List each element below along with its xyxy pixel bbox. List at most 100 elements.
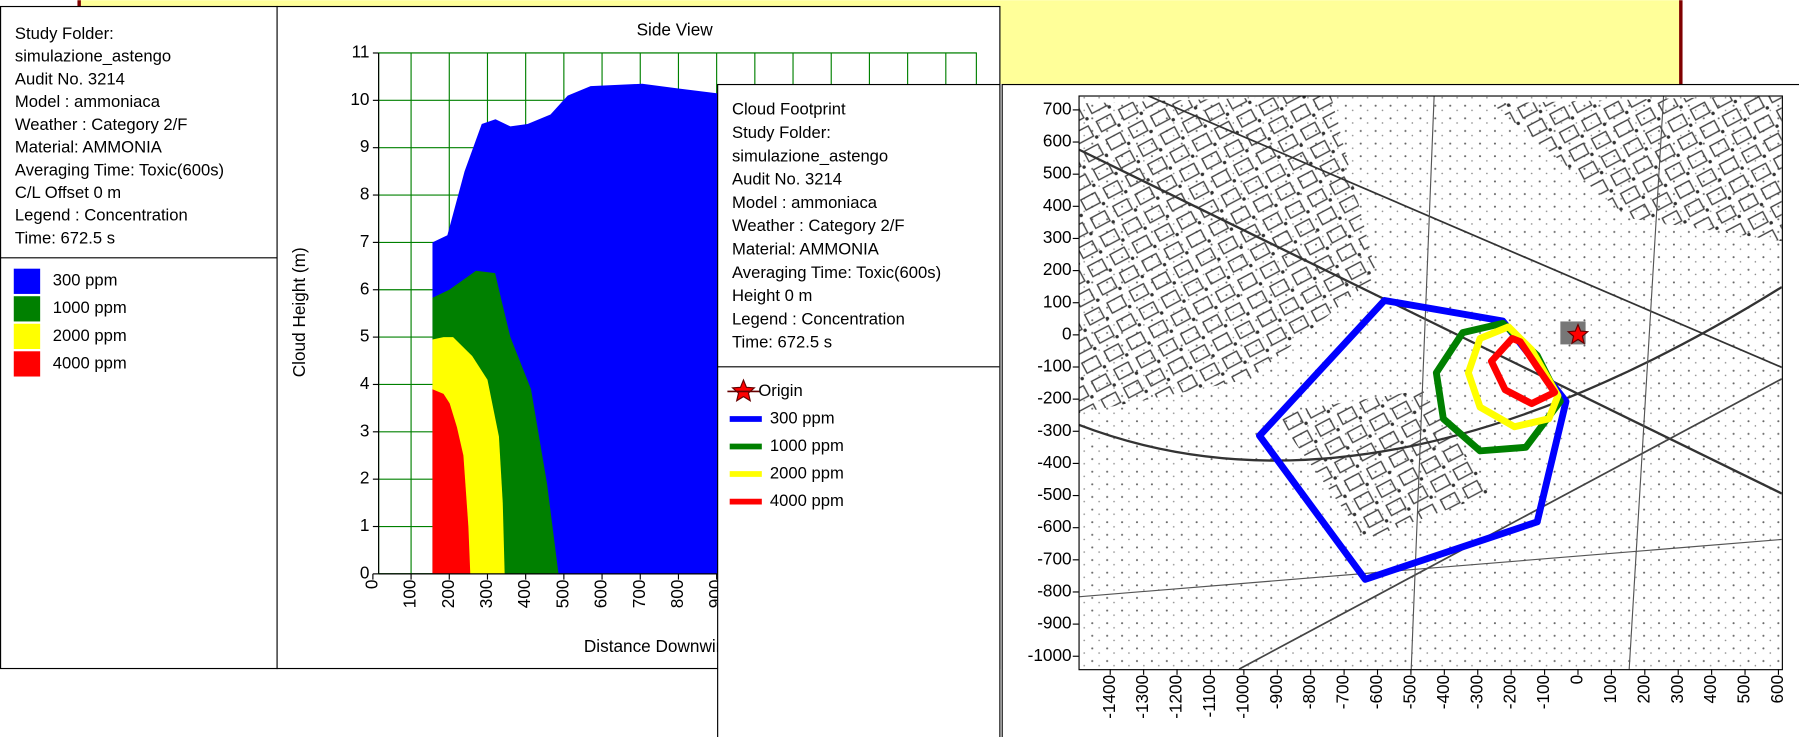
x-tick-label: 400 <box>514 580 534 609</box>
info-line: Legend : Concentration <box>15 206 188 225</box>
info-line: Study Folder: <box>732 123 831 142</box>
y-tick-label: -800 <box>1037 581 1071 601</box>
info-line: Study Folder: <box>15 24 114 43</box>
legend-label: 300 ppm <box>770 408 835 427</box>
x-tick-label: -1200 <box>1166 675 1186 719</box>
y-tick-label: 9 <box>360 136 370 156</box>
side-info-panel: Study Folder: simulazione_astengo Audit No… <box>0 7 277 669</box>
y-tick-label: 2 <box>360 468 370 488</box>
y-tick-label: -700 <box>1037 548 1071 568</box>
x-tick-label: -700 <box>1333 675 1353 709</box>
y-tick-label: 300 <box>1043 227 1072 247</box>
legend-swatch <box>14 269 40 294</box>
x-tick-label: -500 <box>1399 675 1419 709</box>
y-tick-label: 400 <box>1043 195 1072 215</box>
y-tick-label: 3 <box>360 420 370 440</box>
info-line: Audit No. 3214 <box>15 69 125 88</box>
legend-swatch <box>14 351 40 376</box>
y-tick-label: 200 <box>1043 259 1072 279</box>
footprint-map: 700 600 500 400 300 200 100 0 -100 -200 -300 -400 -5… <box>1002 85 1799 737</box>
info-line: Height 0 m <box>732 286 812 305</box>
x-tick-label: 200 <box>438 580 458 609</box>
legend-swatch <box>14 324 40 349</box>
x-tick-label: 600 <box>591 580 611 609</box>
x-tick-label: -300 <box>1466 675 1486 709</box>
y-tick-label: 700 <box>1043 98 1072 118</box>
info-line: Cloud Footprint <box>732 100 846 119</box>
x-tick-label: -600 <box>1366 675 1386 709</box>
y-tick-label: 10 <box>350 89 369 109</box>
info-line: Material: AMMONIA <box>732 239 880 258</box>
legend-label: 300 ppm <box>53 271 118 290</box>
info-line: Weather : Category 2/F <box>15 115 187 134</box>
x-tick-label: -100 <box>1533 675 1553 709</box>
x-tick-label: 0 <box>361 580 381 590</box>
legend-label: 4000 ppm <box>53 353 127 372</box>
x-tick-label: 0 <box>1567 675 1587 685</box>
x-tick-label: 200 <box>1633 675 1653 704</box>
x-tick-label: 100 <box>400 580 420 609</box>
info-line: C/L Offset 0 m <box>15 183 121 202</box>
chart-title: Side View <box>637 20 714 40</box>
x-tick-label: 500 <box>1734 675 1754 704</box>
y-tick-label: -300 <box>1037 420 1071 440</box>
x-tick-label: -900 <box>1266 675 1286 709</box>
x-tick-label: 600 <box>1767 675 1787 704</box>
info-line: Time: 672.5 s <box>15 228 115 247</box>
legend-label: 2000 ppm <box>53 326 127 345</box>
x-tick-label: 700 <box>629 580 649 609</box>
y-tick-label: -500 <box>1037 484 1071 504</box>
legend-label: 2000 ppm <box>770 463 844 482</box>
y-tick-label: -900 <box>1037 613 1071 633</box>
x-tick-label: 400 <box>1700 675 1720 704</box>
y-tick-label: 1 <box>360 515 370 535</box>
y-tick-label: 0 <box>1062 323 1072 343</box>
x-tick-label: -1400 <box>1099 675 1119 719</box>
y-tick-label: -200 <box>1037 388 1071 408</box>
info-line: Model : ammoniaca <box>732 193 878 212</box>
y-tick-label: -100 <box>1037 356 1071 376</box>
y-tick-label: -1000 <box>1028 645 1072 665</box>
x-tick-label: 100 <box>1600 675 1620 704</box>
y-tick-label: 500 <box>1043 163 1072 183</box>
y-tick-label: 11 <box>352 42 370 62</box>
x-tick-label: -1100 <box>1199 675 1219 718</box>
y-tick-label: 6 <box>360 278 370 298</box>
legend-label: Origin <box>758 381 802 400</box>
y-tick-label: 5 <box>360 326 370 346</box>
x-tick-label: 800 <box>667 580 687 609</box>
x-tick-label: -1300 <box>1132 675 1152 719</box>
x-tick-label: -800 <box>1299 675 1319 709</box>
info-line: Averaging Time: Toxic(600s) <box>15 160 224 179</box>
info-line: Model : ammoniaca <box>15 92 161 111</box>
map-background <box>1078 95 1781 669</box>
y-tick-label: 4 <box>360 373 370 393</box>
y-tick-label: -400 <box>1037 452 1071 472</box>
info-line: Averaging Time: Toxic(600s) <box>732 263 941 282</box>
x-tick-label: 300 <box>1667 675 1687 704</box>
footprint-info-panel: Cloud Footprint Study Folder: simulazione_… <box>717 85 1000 737</box>
x-tick-label: -400 <box>1433 675 1453 709</box>
x-tick-label: -1000 <box>1232 675 1252 719</box>
legend-label: 4000 ppm <box>770 491 844 510</box>
x-tick-label: -200 <box>1500 675 1520 709</box>
x-tick-label: 500 <box>552 580 572 609</box>
y-axis-label: Cloud Height (m) <box>289 247 309 377</box>
info-line: simulazione_astengo <box>732 146 888 165</box>
info-line: Material: AMMONIA <box>15 138 163 157</box>
info-line: Legend : Concentration <box>732 309 905 328</box>
y-tick-label: 100 <box>1043 291 1072 311</box>
screenshot: Study Folder: simulazione_astengo Audit No… <box>0 0 1799 737</box>
y-tick-label: 8 <box>360 184 370 204</box>
legend-swatch <box>14 296 40 321</box>
x-tick-label: 300 <box>476 580 496 609</box>
info-line: Audit No. 3214 <box>732 170 842 189</box>
legend-label: 1000 ppm <box>770 436 844 455</box>
y-tick-label: 600 <box>1043 131 1072 151</box>
info-line: simulazione_astengo <box>15 47 171 66</box>
info-line: Weather : Category 2/F <box>732 216 904 235</box>
y-tick-label: -600 <box>1037 516 1071 536</box>
legend-label: 1000 ppm <box>53 298 127 317</box>
info-line: Time: 672.5 s <box>732 333 832 352</box>
y-tick-label: 7 <box>360 231 370 251</box>
